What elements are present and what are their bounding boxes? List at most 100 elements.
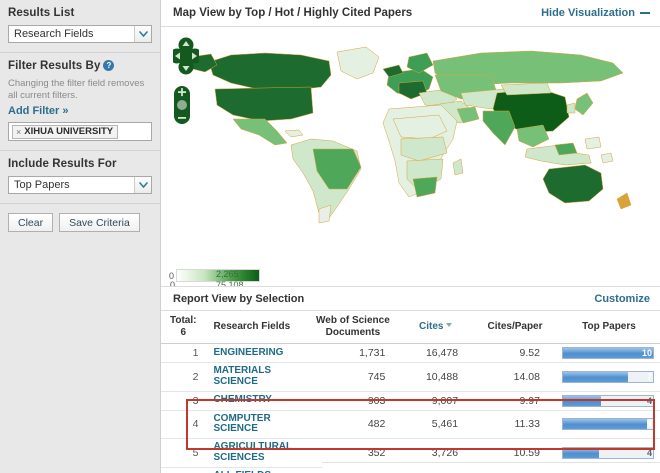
row-research-field[interactable]: COMPUTER SCIENCE xyxy=(205,410,307,440)
include-results-value: Top Papers xyxy=(14,179,70,192)
include-results-select[interactable]: Top Papers xyxy=(8,176,152,195)
sidebar: Results List Research Fields Filter Resu… xyxy=(0,0,161,473)
row-cites-per-paper: 11.33 xyxy=(472,410,558,440)
bar-value: 9 xyxy=(646,419,652,430)
column-top-papers[interactable]: Top Papers xyxy=(557,311,660,344)
table-footer-spacer xyxy=(322,462,660,473)
bar-track: 7 xyxy=(561,370,654,383)
bar-value: 7 xyxy=(646,371,652,382)
bar-track: 4 xyxy=(561,446,654,459)
results-list-value: Research Fields xyxy=(14,28,94,40)
question-mark-icon[interactable]: ? xyxy=(103,60,115,71)
row-cites: 9,007 xyxy=(399,391,473,411)
pan-arrows-icon[interactable] xyxy=(169,37,203,75)
row-cites-per-paper: 14.08 xyxy=(472,362,558,392)
filter-chip-xihua-university[interactable]: × XIHUA UNIVERSITY xyxy=(12,124,119,139)
main-content: Map View by Top / Hot / Highly Cited Pap… xyxy=(161,0,660,473)
row-wos-documents: 482 xyxy=(306,410,400,440)
row-wos-documents: 1,731 xyxy=(306,343,400,363)
bar-fill xyxy=(562,348,653,358)
clear-button[interactable]: Clear xyxy=(8,213,54,233)
save-criteria-button[interactable]: Save Criteria xyxy=(59,213,140,233)
legend-gradient xyxy=(176,269,261,282)
table-row[interactable]: 3 CHEMISTRY 903 9,007 9.97 4 xyxy=(161,391,660,411)
results-list-title: Results List xyxy=(8,7,75,19)
row-top-papers-bar: 7 xyxy=(557,362,660,392)
bar-value: 4 xyxy=(646,447,652,458)
column-cites-per-paper[interactable]: Cites/Paper xyxy=(472,311,558,344)
map-view[interactable]: 0 2,265 0 75,108 xyxy=(161,27,660,287)
row-cites: 10,488 xyxy=(399,362,473,392)
close-icon[interactable]: × xyxy=(16,126,22,137)
column-cites-label: Cites xyxy=(418,320,444,332)
row-rank: 0 xyxy=(161,467,206,473)
bar-fill xyxy=(562,371,628,382)
bar-track: 4 xyxy=(561,394,654,407)
map-panel-header: Map View by Top / Hot / Highly Cited Pap… xyxy=(161,0,660,27)
report-table: Total: 6 Research Fields Web of Science … xyxy=(161,311,660,473)
row-top-papers-bar: 9 xyxy=(557,410,660,440)
minus-icon xyxy=(178,117,186,119)
row-cites: 5,461 xyxy=(399,410,473,440)
report-panel-title: Report View by Selection xyxy=(173,292,305,305)
bar-fill xyxy=(562,395,601,406)
legend-min-secondary: 0 xyxy=(170,280,176,287)
map-controls[interactable] xyxy=(169,37,203,131)
filter-section: Filter Results By? Changing the filter f… xyxy=(0,53,160,152)
row-research-field[interactable]: AGRICULTURAL SCIENCES xyxy=(205,438,307,468)
row-top-papers-bar: 10 xyxy=(557,343,660,363)
table-body: 1 ENGINEERING 1,731 16,478 9.52 10 2 MATERIALS … xyxy=(161,343,660,473)
filter-note: Changing the filter field removes all cu… xyxy=(8,78,145,101)
filter-title: Filter Results By? xyxy=(8,60,152,72)
minus-icon xyxy=(640,12,650,14)
bar-value: 4 xyxy=(646,395,652,406)
row-rank: 1 xyxy=(161,343,206,363)
row-wos-documents: 745 xyxy=(306,362,400,392)
results-list-select[interactable]: Research Fields xyxy=(8,25,152,43)
hide-visualization-label: Hide Visualization xyxy=(541,7,635,19)
total-value: 6 xyxy=(180,326,186,338)
sidebar-actions: Clear Save Criteria xyxy=(0,204,160,241)
sort-descending-icon xyxy=(446,322,453,327)
add-filter-link[interactable]: Add Filter » xyxy=(8,105,69,118)
row-research-field[interactable]: ALL FIELDS xyxy=(205,467,307,473)
row-rank: 3 xyxy=(161,391,206,411)
legend-max-secondary: 75,108 xyxy=(216,280,244,287)
map-legend: 0 2,265 0 75,108 xyxy=(169,269,261,286)
bar-fill xyxy=(562,419,647,430)
report-panel-header: Report View by Selection Customize xyxy=(161,287,660,311)
row-research-field[interactable]: MATERIALS SCIENCE xyxy=(205,362,307,392)
filter-chip-label: XIHUA UNIVERSITY xyxy=(24,126,114,138)
column-total: Total: 6 xyxy=(161,311,206,344)
column-cites[interactable]: Cites xyxy=(399,311,473,344)
filter-input[interactable]: × XIHUA UNIVERSITY xyxy=(8,122,152,142)
customize-button[interactable]: Customize xyxy=(594,292,650,305)
total-label: Total: xyxy=(169,315,197,326)
bar-track: 10 xyxy=(561,347,654,359)
hide-visualization-button[interactable]: Hide Visualization xyxy=(541,7,650,19)
results-list-section: Results List Research Fields xyxy=(0,0,160,53)
table-row[interactable]: 4 COMPUTER SCIENCE 482 5,461 11.33 9 xyxy=(161,410,660,440)
row-cites-per-paper: 9.52 xyxy=(472,343,558,363)
row-research-field[interactable]: CHEMISTRY xyxy=(205,391,307,411)
legend-min: 0 xyxy=(169,270,175,281)
zoom-slider[interactable] xyxy=(173,82,191,128)
include-results-section: Include Results For Top Papers xyxy=(0,151,160,205)
table-row[interactable]: 2 MATERIALS SCIENCE 745 10,488 14.08 7 xyxy=(161,362,660,392)
map-panel-title: Map View by Top / Hot / Highly Cited Pap… xyxy=(173,7,413,19)
table-row[interactable]: 1 ENGINEERING 1,731 16,478 9.52 10 xyxy=(161,343,660,363)
row-wos-documents: 903 xyxy=(306,391,400,411)
row-research-field[interactable]: ENGINEERING xyxy=(205,343,307,363)
chevron-down-icon[interactable] xyxy=(134,177,151,194)
row-cites: 16,478 xyxy=(399,343,473,363)
row-top-papers-bar: 4 xyxy=(557,391,660,411)
row-cites-per-paper: 9.97 xyxy=(472,391,558,411)
bar-track: 9 xyxy=(561,418,654,431)
world-map[interactable] xyxy=(161,27,660,287)
column-wos-documents[interactable]: Web of Science Documents xyxy=(306,311,400,344)
include-results-title: Include Results For xyxy=(8,158,117,171)
row-rank: 2 xyxy=(161,362,206,392)
column-research-fields[interactable]: Research Fields xyxy=(205,311,307,344)
chevron-down-icon[interactable] xyxy=(134,26,151,42)
